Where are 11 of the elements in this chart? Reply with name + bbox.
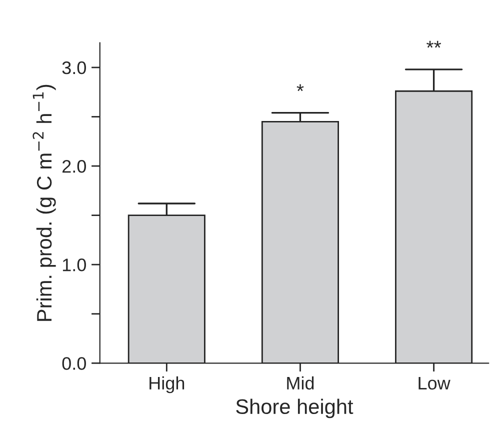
y-tick-label: 3.0: [62, 61, 86, 74]
x-tick-label: Low: [418, 377, 450, 390]
x-axis-title: Shore height: [236, 398, 354, 418]
y-axis-title: Prim. prod. (g C m$^{−2}$ h$^{−1}$): [32, 84, 56, 321]
x-tick-label: Mid: [287, 376, 314, 390]
y-tick-label: 0.0: [62, 357, 86, 370]
y-tick-label: 2.0: [62, 160, 86, 173]
annotation: *: [296, 84, 304, 92]
y-tick-label: 1.0: [62, 258, 86, 272]
annotation: **: [426, 40, 442, 48]
x-tick-label: High: [150, 376, 184, 394]
